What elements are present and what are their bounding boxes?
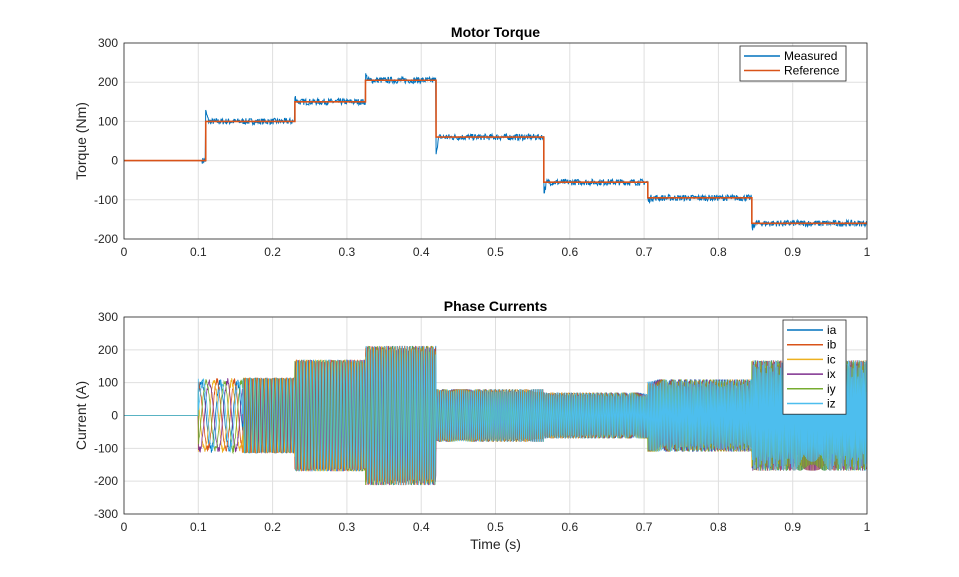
y-axis-label: Current (A) — [73, 381, 89, 450]
x-tick-label: 0.7 — [636, 245, 653, 259]
series-line-reference — [124, 79, 867, 225]
legend-label-iz: iz — [827, 397, 836, 411]
x-tick-label: 0.6 — [561, 520, 578, 534]
legend-label-iy: iy — [827, 382, 836, 396]
series-line-iz — [124, 345, 867, 486]
y-tick-label: 300 — [98, 36, 118, 50]
legend-box — [782, 319, 847, 415]
y-tick-label: 300 — [98, 310, 118, 324]
x-tick-label: 1 — [864, 245, 871, 259]
x-tick-label: 0.9 — [784, 245, 801, 259]
y-tick-label: -300 — [94, 507, 118, 521]
y-tick-label: 100 — [98, 376, 118, 390]
x-tick-label: 0.8 — [710, 245, 727, 259]
axes-box — [123, 42, 868, 240]
series-group — [124, 345, 867, 486]
x-tick-label: 0.5 — [487, 245, 504, 259]
chart-title: Motor Torque — [451, 24, 540, 40]
chart-title: Phase Currents — [444, 298, 548, 314]
y-tick-label: -200 — [94, 232, 118, 246]
y-tick-label: -100 — [94, 193, 118, 207]
axes-box — [123, 316, 868, 515]
legend-label-reference: Reference — [784, 64, 840, 78]
legend-label-ib: ib — [827, 338, 837, 352]
y-tick-label: -100 — [94, 441, 118, 455]
currents-axes: 0 0.1 0.2 0.3 0.4 0.5 0.6 0.7 0.8 0.9 1 -300 -200 -10… — [73, 298, 871, 552]
x-tick-label: 1 — [864, 520, 871, 534]
legend-label-ic: ic — [827, 352, 836, 366]
x-tick-label: 0.1 — [190, 245, 207, 259]
legend-label-ix: ix — [827, 367, 836, 381]
legend-label-ia: ia — [827, 323, 837, 337]
legend-label-measured: Measured — [784, 49, 837, 63]
x-tick-label: 0.7 — [636, 520, 653, 534]
x-tick-label: 0 — [121, 245, 128, 259]
x-tick-label: 0.4 — [413, 245, 430, 259]
x-tick-label: 0.8 — [710, 520, 727, 534]
y-tick-label: 0 — [111, 409, 118, 423]
x-tick-label: 0.9 — [784, 520, 801, 534]
y-tick-label: 200 — [98, 75, 118, 89]
x-tick-label: 0.1 — [190, 520, 207, 534]
series-line-ib — [124, 345, 867, 486]
x-tick-label: 0.2 — [264, 245, 281, 259]
x-tick-label: 0.3 — [339, 245, 356, 259]
legend-box — [739, 45, 847, 82]
y-tick-label: 200 — [98, 343, 118, 357]
x-axis-label: Time (s) — [470, 536, 521, 552]
y-tick-label: 100 — [98, 114, 118, 128]
y-tick-label: 0 — [111, 154, 118, 168]
x-tick-label: 0.2 — [264, 520, 281, 534]
x-tick-label: 0 — [121, 520, 128, 534]
series-group — [124, 73, 867, 231]
y-axis-label: Torque (Nm) — [73, 102, 89, 180]
y-tick-label: -200 — [94, 474, 118, 488]
x-tick-label: 0.4 — [413, 520, 430, 534]
x-tick-label: 0.6 — [561, 245, 578, 259]
torque-axes: 0 0.1 0.2 0.3 0.4 0.5 0.6 0.7 0.8 0.9 1 -200 -100 0 10… — [73, 24, 871, 259]
x-tick-label: 0.3 — [339, 520, 356, 534]
x-tick-label: 0.5 — [487, 520, 504, 534]
